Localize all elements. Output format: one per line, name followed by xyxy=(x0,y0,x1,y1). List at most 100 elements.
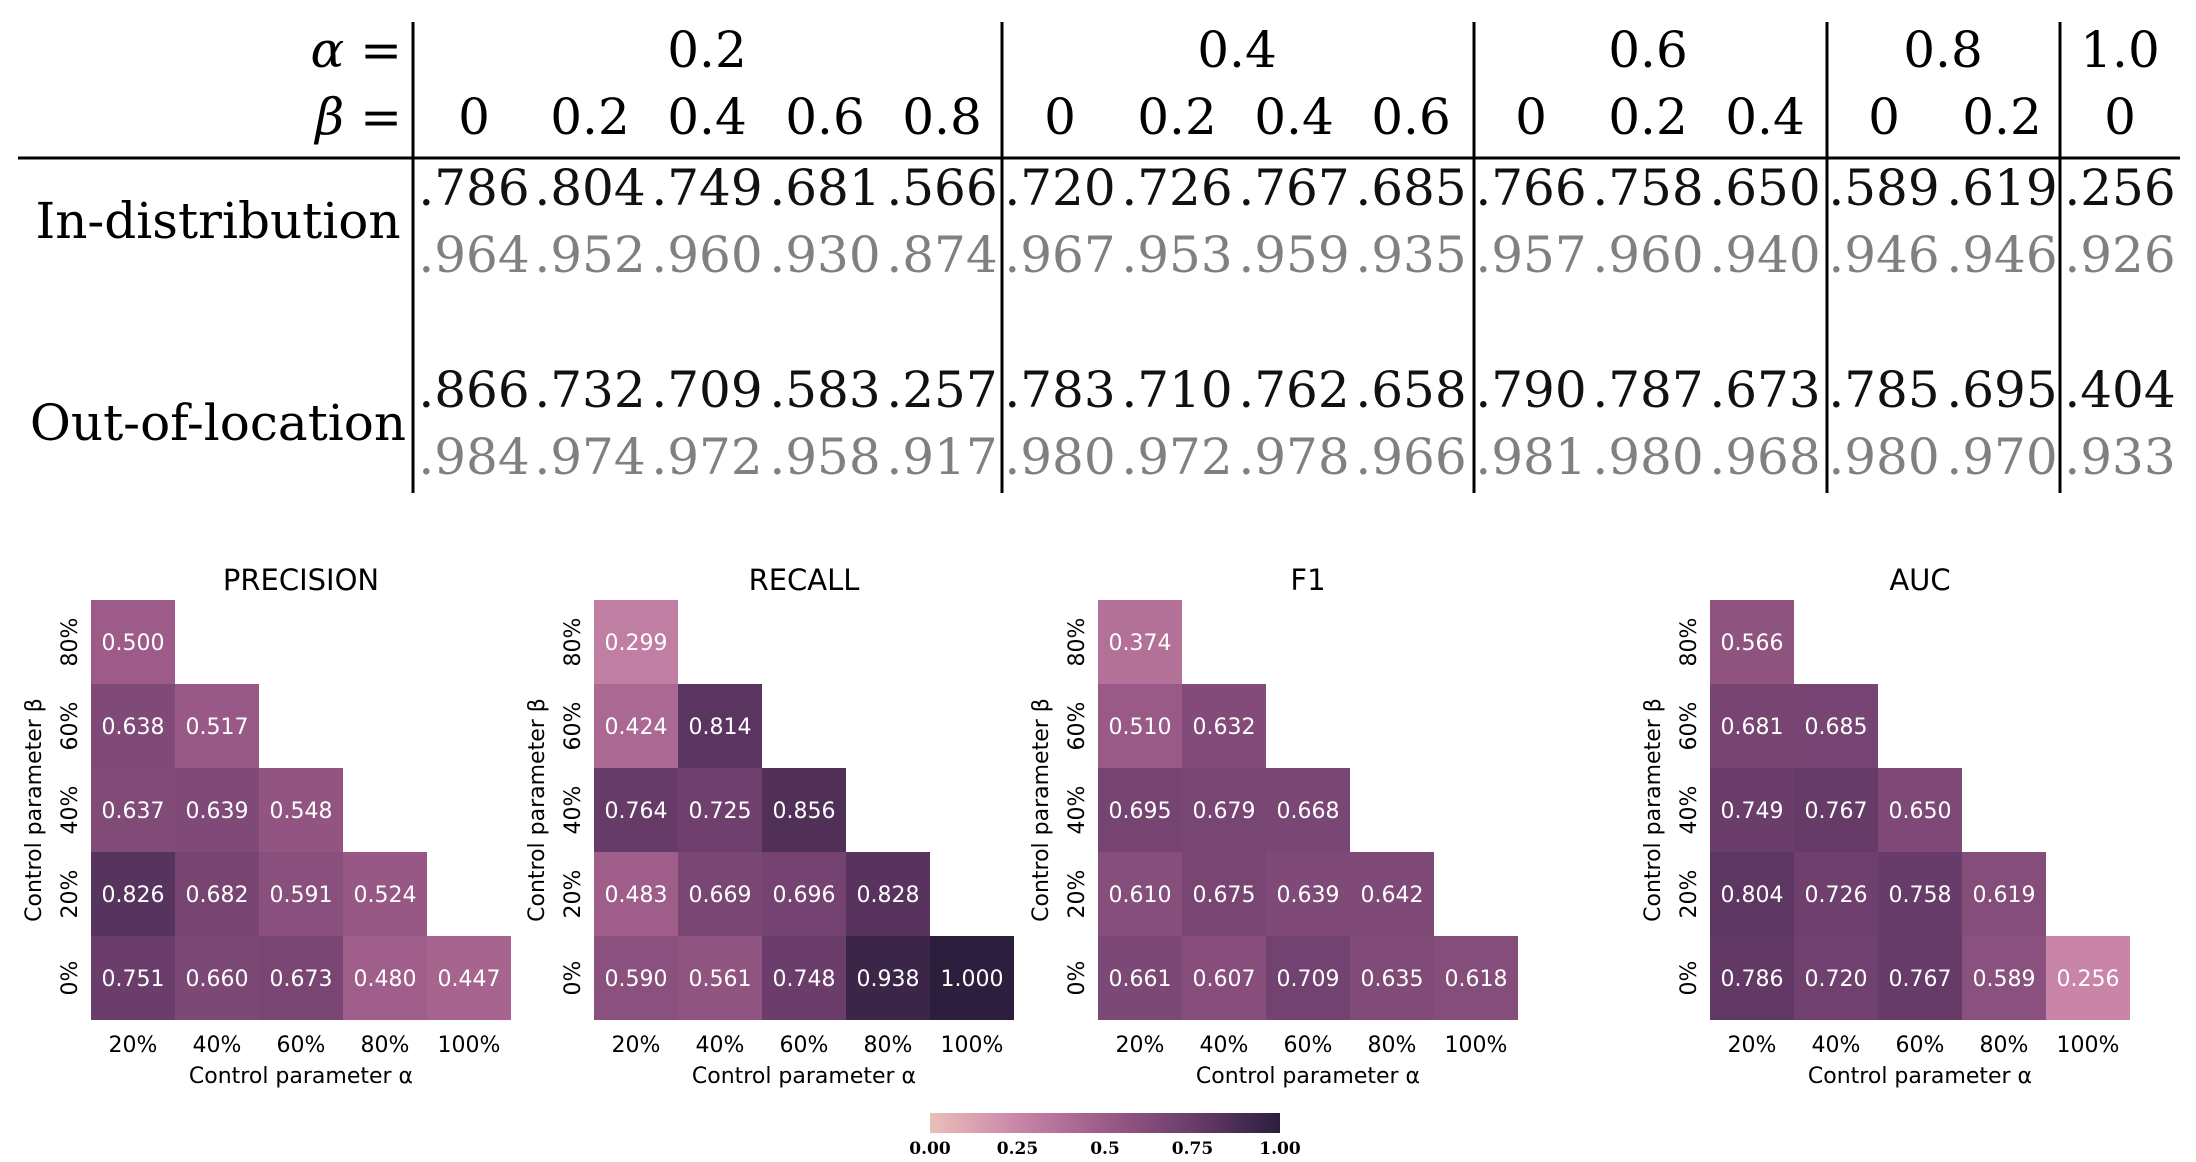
table-cell-primary: .787 xyxy=(1592,361,1703,419)
heatmap-cell xyxy=(930,936,1014,1020)
heatmap-cell-label: 0.639 xyxy=(186,799,249,824)
heatmap-cell-label: 0.480 xyxy=(354,967,417,992)
heatmap-cell xyxy=(1710,600,1794,684)
table-row-label: In-distribution xyxy=(35,192,400,250)
table-cell-primary: .619 xyxy=(1946,159,2057,217)
heatmap-cell-label: 0.749 xyxy=(1721,799,1784,824)
y-axis-label: Control parameter β xyxy=(1029,698,1054,922)
beta-value-header: 0.6 xyxy=(785,88,865,146)
heatmap-cell-label: 0.639 xyxy=(1277,883,1340,908)
heatmap-cell xyxy=(427,936,511,1020)
heatmap-cell xyxy=(1350,852,1434,936)
table-cell-secondary: .974 xyxy=(534,428,645,486)
table-cell-primary: .758 xyxy=(1592,159,1703,217)
table-cell-primary: .589 xyxy=(1828,159,1939,217)
y-tick-label: 60% xyxy=(1065,702,1090,751)
heatmap-cell xyxy=(678,852,762,936)
heatmap-cell-label: 0.685 xyxy=(1805,715,1868,740)
beta-value-header: 0.2 xyxy=(1962,88,2042,146)
table-cell-secondary: .980 xyxy=(1828,428,1939,486)
heatmap-cell xyxy=(1350,936,1434,1020)
heatmap-cell xyxy=(846,852,930,936)
beta-row-label: β = xyxy=(313,88,402,146)
heatmap-cell xyxy=(1794,852,1878,936)
table-cell-primary: .256 xyxy=(2064,159,2175,217)
heatmap-cell-label: 0.424 xyxy=(605,715,668,740)
table-cell-secondary: .958 xyxy=(769,428,880,486)
colorbar-tick-label: 0.25 xyxy=(997,1139,1038,1159)
heatmap-cell-label: 0.591 xyxy=(270,883,333,908)
table-cell-primary: .658 xyxy=(1355,361,1466,419)
heatmap-cell-label: 0.695 xyxy=(1109,799,1172,824)
heatmap-cell xyxy=(846,936,930,1020)
y-tick-label: 0% xyxy=(1065,961,1090,996)
heatmap-cell xyxy=(1710,936,1794,1020)
x-tick-label: 60% xyxy=(1284,1033,1333,1058)
heatmap-cell-label: 0.637 xyxy=(102,799,165,824)
heatmap-cell xyxy=(762,936,846,1020)
table-cell-secondary: .972 xyxy=(1121,428,1232,486)
beta-value-header: 0.2 xyxy=(1608,88,1688,146)
heatmap-cell-label: 0.709 xyxy=(1277,967,1340,992)
heatmap-cell xyxy=(175,852,259,936)
table-cell-secondary: .930 xyxy=(769,226,880,284)
heatmap-cell xyxy=(594,768,678,852)
x-tick-label: 40% xyxy=(193,1033,242,1058)
table-cell-primary: .257 xyxy=(886,361,997,419)
y-axis-label: Control parameter β xyxy=(525,698,550,922)
table-cell-primary: .720 xyxy=(1004,159,1115,217)
heatmap-cell-label: 0.675 xyxy=(1193,883,1256,908)
heatmap-cell-label: 0.566 xyxy=(1721,631,1784,656)
heatmap-cell-label: 0.632 xyxy=(1193,715,1256,740)
table-cell-primary: .681 xyxy=(769,159,880,217)
table-cell-secondary: .960 xyxy=(651,226,762,284)
table-cell-secondary: .933 xyxy=(2064,428,2175,486)
table-cell-primary: .866 xyxy=(418,361,529,419)
beta-value-header: 0.6 xyxy=(1371,88,1451,146)
heatmap-cell xyxy=(594,852,678,936)
alpha-value-header: 0.8 xyxy=(1903,21,1983,79)
heatmap-cell xyxy=(343,936,427,1020)
heatmap-cell xyxy=(259,768,343,852)
heatmap-cell xyxy=(1182,936,1266,1020)
heatmap-cell-label: 0.758 xyxy=(1889,883,1952,908)
beta-value-header: 0.4 xyxy=(667,88,747,146)
heatmap-cell xyxy=(1182,768,1266,852)
table-cell-secondary: .953 xyxy=(1121,226,1232,284)
table-cell-primary: .766 xyxy=(1475,159,1586,217)
heatmap-cell xyxy=(594,600,678,684)
colorbar-tick-label: 1.00 xyxy=(1259,1139,1301,1159)
heatmap-cell xyxy=(1182,684,1266,768)
x-axis-label: Control parameter α xyxy=(189,1064,413,1089)
colorbar-tick-label: 0.00 xyxy=(909,1139,951,1159)
heatmap-cell xyxy=(175,768,259,852)
y-tick-label: 60% xyxy=(561,702,586,751)
heatmap-cell xyxy=(1794,936,1878,1020)
heatmap-cell-label: 0.720 xyxy=(1805,967,1868,992)
y-tick-label: 60% xyxy=(1677,702,1702,751)
table-cell-secondary: .981 xyxy=(1475,428,1586,486)
heatmap-cell xyxy=(259,852,343,936)
table-cell-secondary: .968 xyxy=(1709,428,1820,486)
heatmap-cell xyxy=(594,684,678,768)
x-tick-label: 60% xyxy=(277,1033,326,1058)
table-cell-primary: .726 xyxy=(1121,159,1232,217)
beta-value-header: 0.2 xyxy=(550,88,630,146)
heatmap-cell-label: 0.299 xyxy=(605,631,668,656)
beta-value-header: 0.4 xyxy=(1254,88,1334,146)
heatmap-cell-label: 0.638 xyxy=(102,715,165,740)
heatmap-cell-label: 0.673 xyxy=(270,967,333,992)
heatmap-cell-label: 0.635 xyxy=(1361,967,1424,992)
table-cell-secondary: .970 xyxy=(1946,428,2057,486)
heatmap-cell-label: 0.447 xyxy=(438,967,501,992)
heatmap-cell xyxy=(259,936,343,1020)
heatmap-cell-label: 0.500 xyxy=(102,631,165,656)
alpha-value-header: 0.6 xyxy=(1608,21,1688,79)
heatmap-cell-label: 0.668 xyxy=(1277,799,1340,824)
table-cell-primary: .650 xyxy=(1709,159,1820,217)
table-cell-secondary: .940 xyxy=(1709,226,1820,284)
beta-value-header: 0.4 xyxy=(1725,88,1805,146)
y-tick-label: 20% xyxy=(1065,870,1090,919)
heatmap-cell-label: 0.618 xyxy=(1445,967,1508,992)
heatmap-cell-label: 0.517 xyxy=(186,715,249,740)
